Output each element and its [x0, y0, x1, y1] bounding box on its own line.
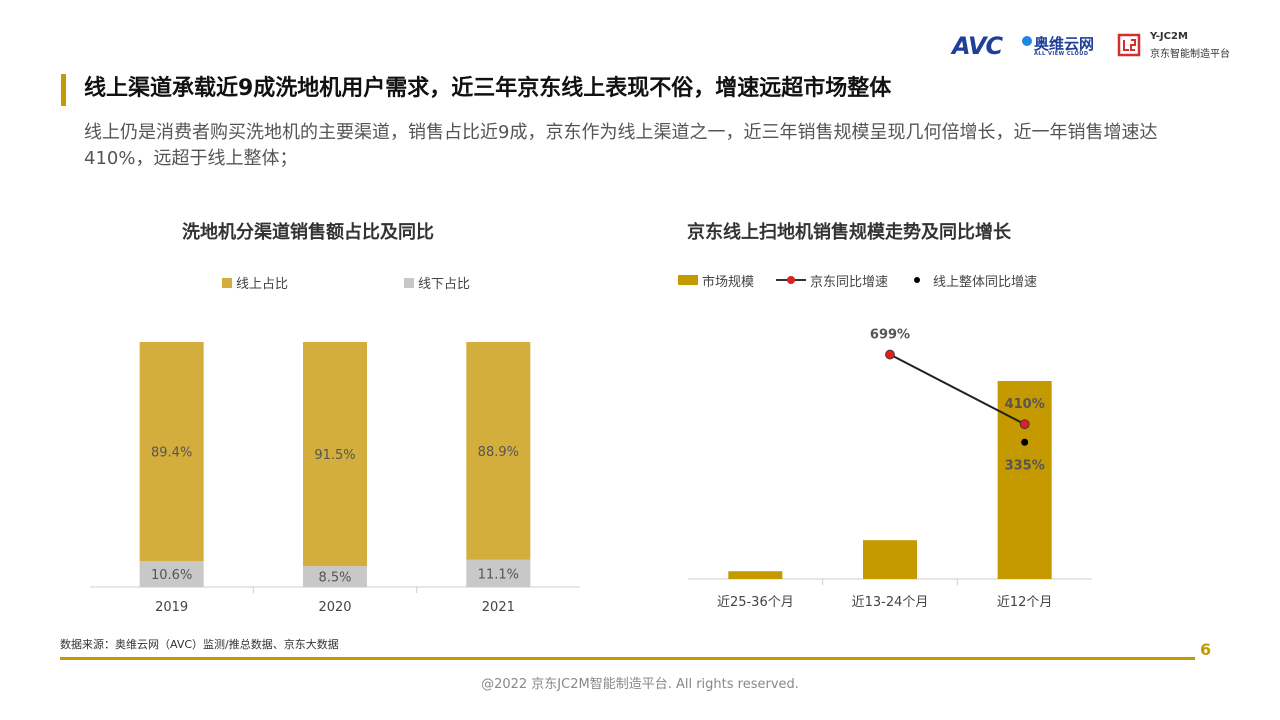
- legend-label-offline: 线下占比: [418, 277, 470, 292]
- channel-share-chart: 线上占比 线下占比 89.4% 10.6% 2019 91.5% 8.5% 2020 88.9%…: [90, 277, 580, 615]
- x-tick-label-2019: 2019: [155, 600, 188, 615]
- x-tick-label-2020: 2020: [318, 600, 351, 615]
- x-tick-label-0: 近25-36个月: [717, 595, 794, 610]
- legend-swatch-market: [678, 275, 698, 285]
- x-tick-label-1: 近13-24个月: [852, 595, 929, 610]
- data-label-offline-2020: 8.5%: [318, 571, 351, 586]
- avc-logo-dot: [1022, 36, 1032, 46]
- x-tick-label-2: 近12个月: [997, 595, 1053, 610]
- point-overall-growth-2: [1021, 438, 1029, 446]
- legend-swatch-online: [222, 278, 232, 288]
- data-label-offline-2019: 10.6%: [151, 568, 192, 583]
- bar-offline-2019: [139, 561, 204, 587]
- avc-logo-en: ALL VIEW CLOUD: [1034, 51, 1089, 57]
- legend-swatch-offline: [404, 278, 414, 288]
- footer-divider: [60, 657, 1195, 660]
- avc-logo-cn: 奥维云网: [1034, 35, 1095, 53]
- brand-logos: AVC 奥维云网 ALL VIEW CLOUD Y-JC2M 京东智能制造平台: [952, 30, 1252, 62]
- legend-label-jd: 京东同比增速: [810, 275, 888, 290]
- data-label-online-2019: 89.4%: [151, 446, 192, 461]
- data-source-note: 数据来源：奥维云网（AVC）监测/推总数据、京东大数据: [60, 638, 339, 651]
- chart1-title: 洗地机分渠道销售额占比及同比: [182, 222, 434, 243]
- bar-market-1: [863, 540, 917, 579]
- legend-marker-overall: [914, 277, 920, 283]
- data-label-offline-2021: 11.1%: [478, 567, 519, 582]
- page-subtitle: 线上仍是消费者购买洗地机的主要渠道，销售占比近9成，京东作为线上渠道之一，近三年…: [84, 122, 1158, 169]
- jc2m-logo-code: Y-JC2M: [1150, 31, 1188, 42]
- legend-marker-jd: [787, 276, 795, 284]
- jc2m-logo-cn: 京东智能制造平台: [1150, 49, 1230, 60]
- x-tick-label-2021: 2021: [482, 600, 515, 615]
- data-label-jd-1: 699%: [870, 328, 910, 343]
- bar-offline-2021: [466, 559, 531, 587]
- bar-market-0: [728, 571, 783, 579]
- data-label-online-2020: 91.5%: [314, 448, 355, 463]
- bar-online-2021: [466, 342, 531, 560]
- point-jd-growth-1: [885, 349, 895, 360]
- copyright-text: @2022 京东JC2M智能制造平台. All rights reserved.: [481, 677, 799, 692]
- avc-logo: AVC: [952, 32, 1003, 60]
- legend-label-online: 线上占比: [236, 277, 288, 292]
- chart2-title: 京东线上扫地机销售规模走势及同比增长: [687, 222, 1011, 243]
- headline-accent-bar: [61, 74, 66, 106]
- bar-online-2020: [303, 342, 367, 567]
- point-jd-growth-2: [1019, 419, 1030, 430]
- legend-label-market: 市场规模: [702, 274, 754, 290]
- data-label-overall-2: 335%: [1005, 458, 1045, 473]
- bar-online-2019: [139, 342, 204, 562]
- bar-offline-2020: [303, 566, 367, 587]
- line-jd-growth: [889, 353, 1026, 426]
- page-title: 线上渠道承载近9成洗地机用户需求，近三年京东线上表现不俗，增速远超市场整体: [84, 76, 892, 101]
- data-label-jd-2: 410%: [1005, 397, 1045, 412]
- legend-label-overall: 线上整体同比增速: [933, 275, 1037, 290]
- page-number: 6: [1200, 640, 1212, 659]
- data-label-online-2021: 88.9%: [478, 445, 519, 460]
- jc2m-logo-icon: [1117, 33, 1141, 57]
